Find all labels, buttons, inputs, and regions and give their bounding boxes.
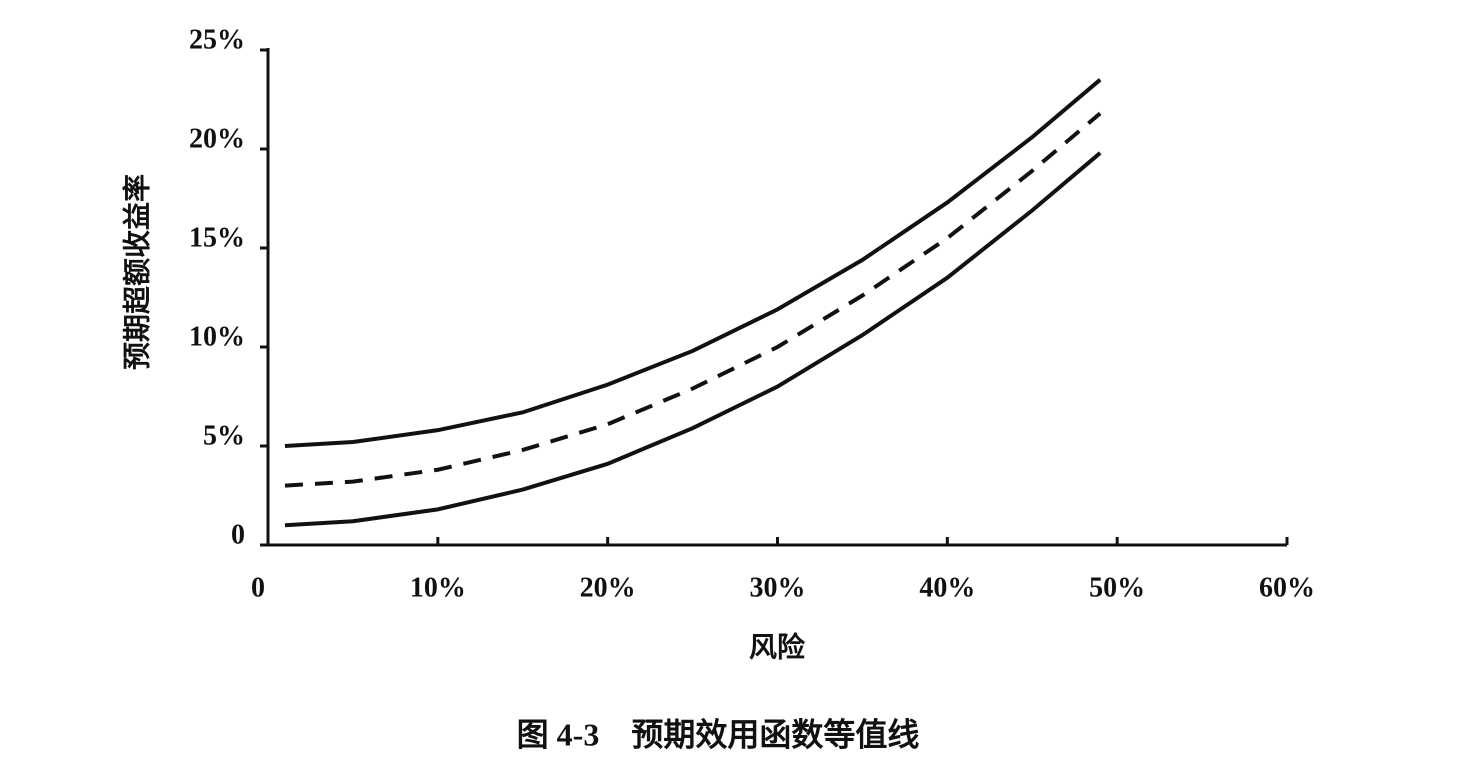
caption: 图 4-3 预期效用函数等值线 (517, 716, 920, 752)
line-series (284, 78, 1102, 448)
line-series (284, 111, 1102, 488)
x-tick-label: 0 (251, 572, 265, 603)
x-axis-label: 风险 (749, 630, 806, 663)
y-tick-label: 5% (203, 420, 245, 451)
x-tick-label: 30% (750, 572, 806, 603)
y-axis-label: 预期超额收益率 (120, 174, 153, 370)
y-tick-label: 15% (189, 222, 245, 253)
x-tick-label: 50% (1089, 572, 1145, 603)
x-tick-label: 20% (580, 572, 636, 603)
x-tick-label: 10% (410, 572, 466, 603)
y-tick-label: 10% (189, 321, 245, 352)
y-tick-label: 0 (231, 519, 245, 550)
y-tick-label: 25% (189, 24, 245, 55)
x-tick-label: 60% (1259, 572, 1315, 603)
y-tick-label: 20% (189, 123, 245, 154)
x-tick-label: 40% (919, 572, 975, 603)
line-series (284, 151, 1102, 528)
